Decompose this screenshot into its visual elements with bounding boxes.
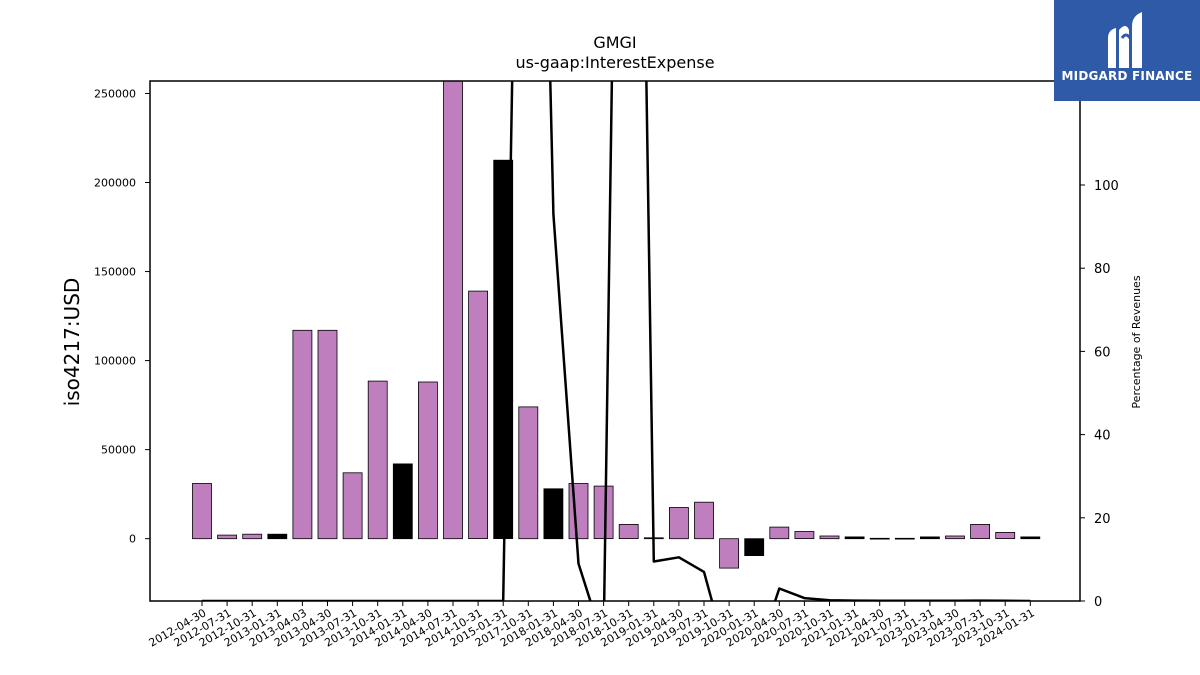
bar-series	[192, 81, 1041, 569]
bar	[392, 463, 413, 540]
bar	[719, 538, 739, 569]
left-axis: 0 50000 100000 150000 200000 250000	[94, 87, 150, 546]
bar	[894, 537, 915, 540]
bar	[192, 483, 212, 540]
y2-axis-label: Percentage of Revenues	[1130, 275, 1143, 408]
bar	[593, 485, 614, 540]
brand-name: MIDGARD FINANCE	[1061, 69, 1193, 83]
midgard-logo-icon	[1108, 12, 1142, 68]
bar	[920, 536, 940, 540]
bar	[945, 535, 965, 540]
left-tick-label: 50000	[101, 444, 136, 457]
bar	[292, 329, 313, 540]
left-tick-label: 100000	[94, 355, 136, 368]
bar	[543, 488, 564, 540]
right-tick-label: 40	[1094, 429, 1111, 444]
bar	[618, 524, 639, 540]
bar	[970, 524, 990, 540]
bar	[568, 483, 589, 540]
bar	[342, 472, 363, 540]
bar	[694, 501, 714, 540]
left-tick-label: 250000	[94, 87, 136, 100]
bar	[417, 381, 438, 540]
bar	[367, 380, 388, 540]
left-tick-label: 150000	[94, 266, 136, 279]
right-tick-label: 0	[1094, 595, 1102, 610]
bar	[317, 329, 338, 540]
bar	[443, 81, 463, 540]
bar	[869, 537, 890, 540]
bar	[819, 535, 840, 540]
bar	[769, 526, 790, 540]
right-tick-label: 60	[1094, 345, 1111, 360]
right-tick-label: 80	[1094, 262, 1111, 277]
bar	[995, 532, 1016, 540]
bar	[669, 507, 689, 540]
bar	[267, 533, 288, 540]
x-axis: 2012-04-302012-07-312012-10-312013-01-31…	[147, 601, 1037, 650]
bar	[468, 290, 489, 540]
bar	[1020, 536, 1041, 540]
plot-frame	[149, 80, 1081, 602]
bar	[744, 538, 765, 557]
bar	[242, 533, 263, 540]
right-tick-label: 100	[1094, 179, 1119, 194]
bar	[518, 406, 539, 540]
y-axis-label: iso4217:USD	[60, 278, 84, 407]
bar	[217, 534, 238, 540]
brand-logo: MIDGARD FINANCE	[1054, 0, 1200, 101]
chart-title: GMGI	[593, 33, 636, 52]
right-axis: 0 20 40 60 80 100	[1080, 179, 1119, 610]
bar	[844, 536, 865, 540]
left-tick-label: 200000	[94, 177, 136, 190]
bar	[794, 531, 815, 539]
chart-subtitle: us-gaap:InterestExpense	[515, 53, 714, 72]
right-tick-label: 20	[1094, 512, 1111, 527]
left-tick-label: 0	[129, 533, 136, 546]
